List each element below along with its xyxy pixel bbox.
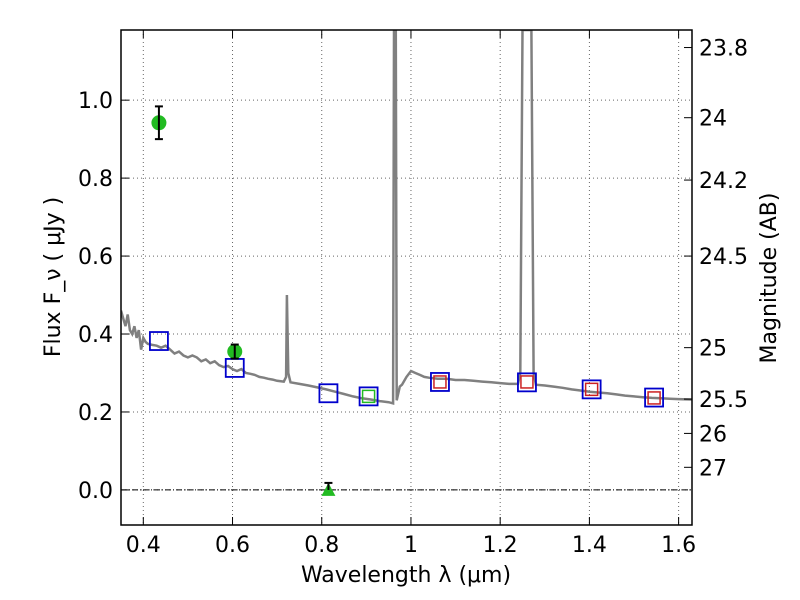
mag-tick-label: 26 — [699, 422, 727, 447]
y-axis-right: 23.8 24 24.2 24.5 25 25.5 26 27 — [684, 37, 748, 481]
model-photometry-box — [358, 386, 379, 407]
x-tick-label: 0.8 — [304, 533, 339, 558]
x-tick-label: 1.4 — [572, 533, 607, 558]
y-tick-label: 0.6 — [78, 245, 113, 270]
nir-observed-box — [584, 382, 599, 397]
mag-tick-label: 24.5 — [699, 245, 748, 270]
nir-observed-box — [647, 391, 661, 405]
y-tick-label: 0.2 — [78, 401, 113, 426]
model-photometry-box — [149, 331, 169, 351]
plot-frame — [120, 29, 693, 526]
y-axis-label-left: Flux F_ν ( μJy ) — [41, 197, 66, 357]
x-axis-label: Wavelength λ (μm) — [301, 563, 511, 588]
x-tick-label: 1 — [404, 533, 418, 558]
mag-tick-label: 23.8 — [699, 37, 748, 62]
plot-area — [121, 30, 692, 496]
markers — [149, 105, 664, 496]
mag-tick-label: 25.5 — [699, 388, 748, 413]
model-photometry-box — [517, 372, 537, 393]
x-axis: 0.4 0.6 0.8 1 1.2 1.4 1.6 — [126, 30, 696, 558]
mag-tick-label: 27 — [699, 456, 727, 481]
x-tick-label: 1.2 — [483, 533, 518, 558]
model-photometry-box — [430, 372, 450, 392]
y-axis-label-right: Magnitude (AB) — [757, 193, 782, 364]
model-photometry-box — [644, 387, 664, 408]
model-photometry-box — [318, 383, 339, 404]
nir-observed-box — [520, 375, 534, 389]
y-tick-label: 1.0 — [78, 89, 113, 114]
y-tick-label: 0.8 — [78, 167, 113, 192]
y-tick-label: 0.4 — [78, 323, 113, 348]
x-tick-label: 1.6 — [661, 533, 696, 558]
grid — [121, 30, 692, 525]
x-tick-label: 0.6 — [215, 533, 250, 558]
y-axis-left: 0.0 0.2 0.4 0.6 0.8 1.0 — [78, 89, 129, 504]
mag-tick-label: 24.2 — [699, 169, 748, 194]
observed-box — [361, 389, 376, 404]
mag-tick-label: 25 — [699, 337, 727, 362]
y-tick-label: 0.0 — [78, 479, 113, 504]
mag-tick-label: 24 — [699, 107, 727, 132]
x-tick-label: 0.4 — [126, 533, 161, 558]
model-photometry-box — [581, 379, 602, 400]
model-spectrum-line — [121, 30, 692, 406]
nir-observed-box — [433, 375, 447, 389]
